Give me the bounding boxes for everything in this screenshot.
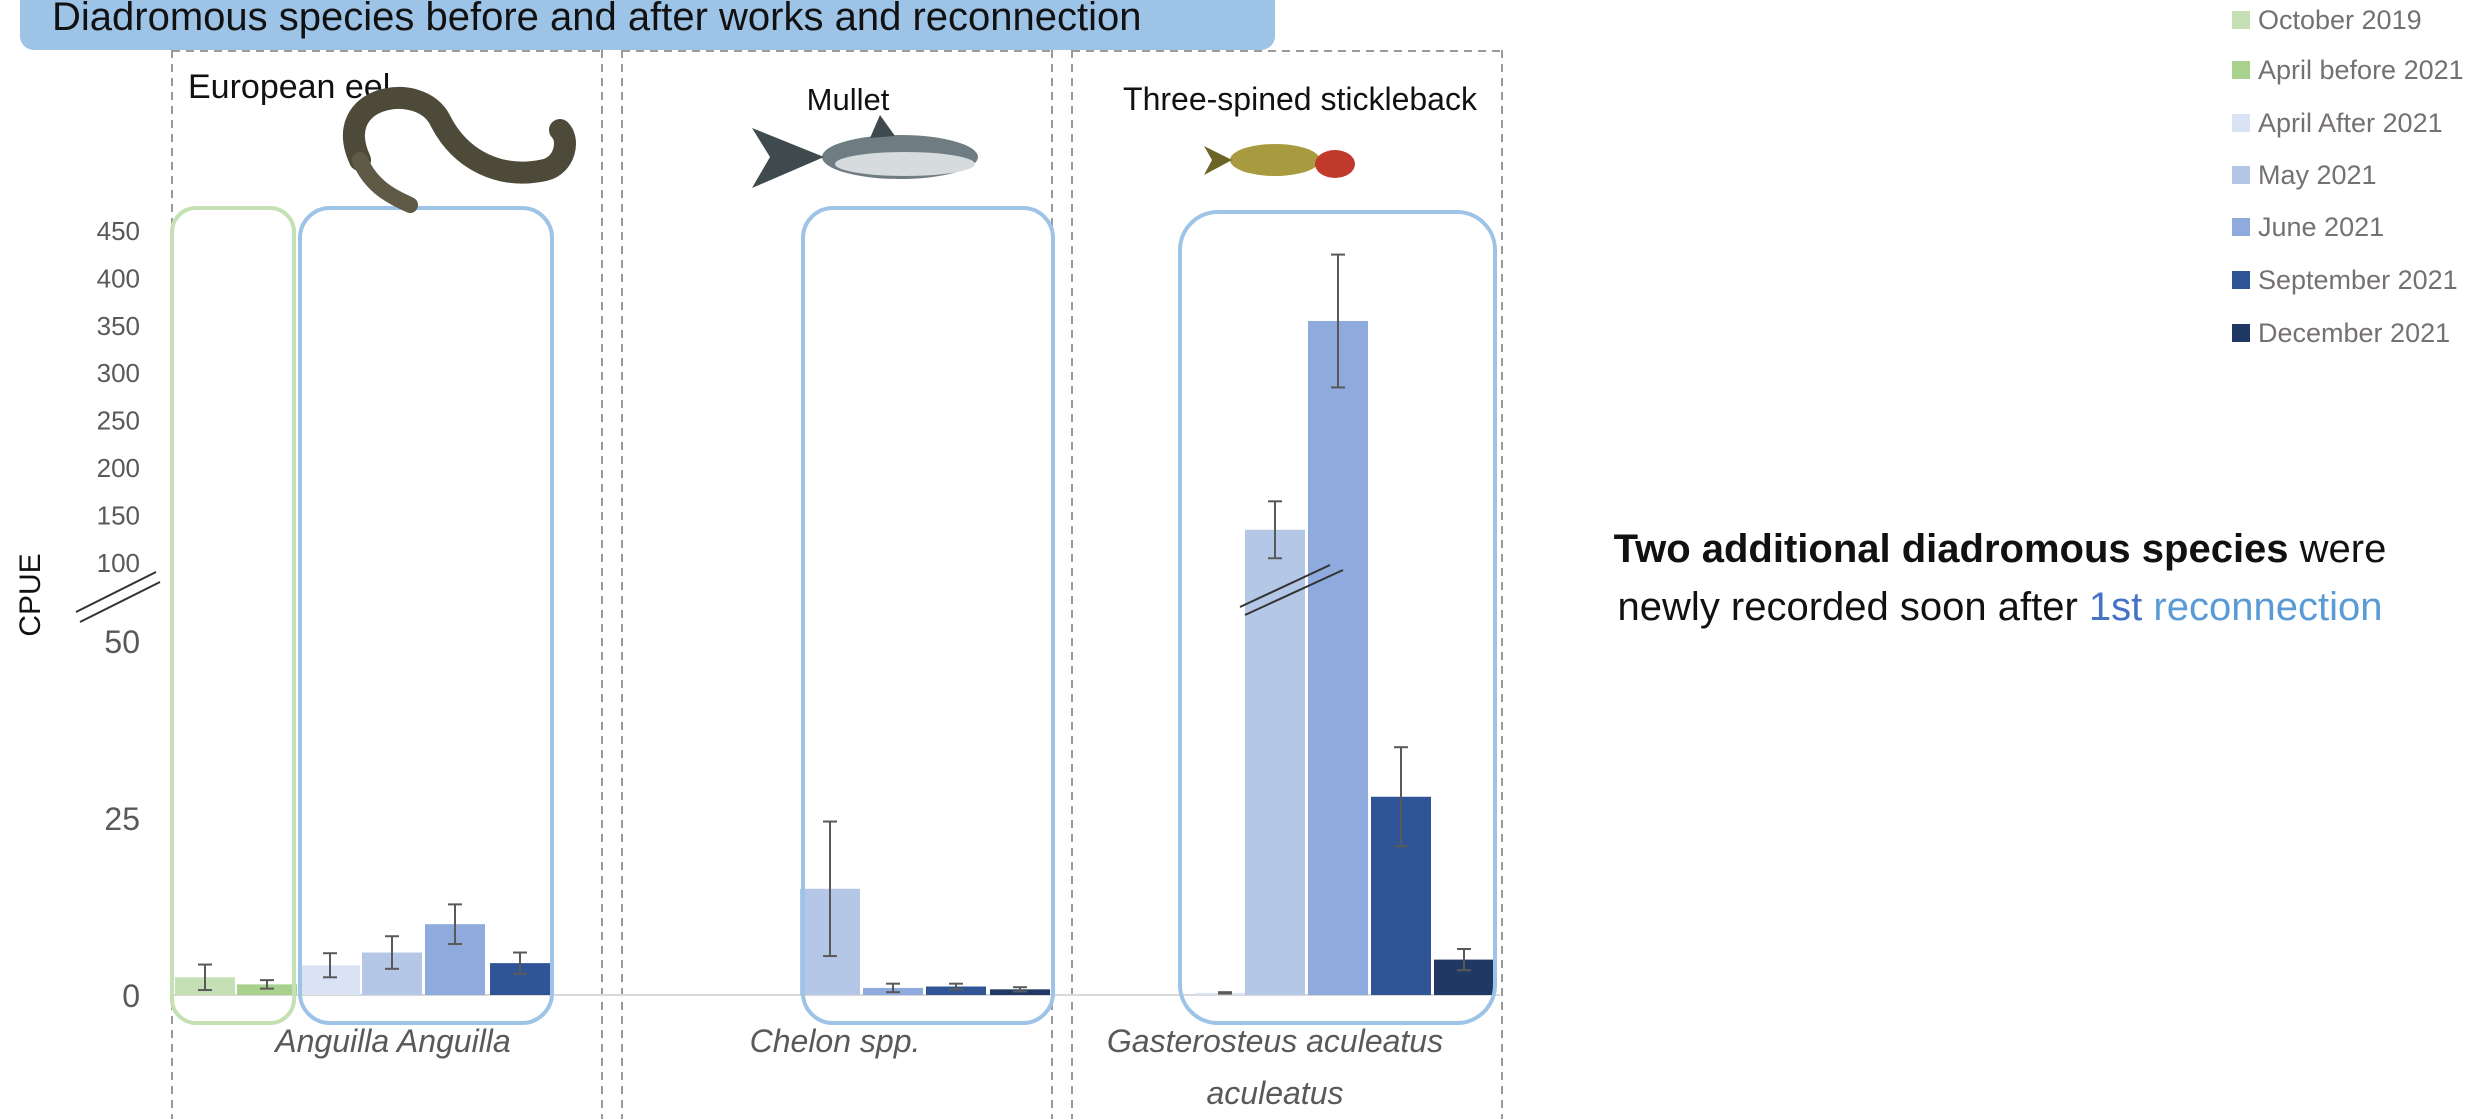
chart-canvas: 0 25 50 100 150 200 250 300 350 400 450 CPUE Europea… — [14, 50, 1503, 1119]
after-highlight-box — [801, 206, 1055, 1025]
legend-swatch — [2232, 271, 2250, 289]
chart-title: Diadromous species before and after work… — [52, 0, 1142, 39]
eel-icon-tail — [352, 152, 418, 213]
legend-swatch — [2232, 166, 2250, 184]
y-tick-label: 150 — [97, 501, 140, 531]
y-tick-label: 300 — [97, 358, 140, 388]
y-tick-label: 400 — [97, 263, 140, 293]
stickleback-icon-tail — [1204, 146, 1232, 175]
stickleback-icon — [1230, 144, 1320, 176]
y-tick-label: 100 — [97, 548, 140, 578]
species-scientific-name: Anguilla Anguilla — [273, 1023, 510, 1059]
y-tick-label: 25 — [104, 801, 140, 837]
legend-label: December 2021 — [2258, 317, 2451, 348]
species-scientific-name: Gasterosteus aculeatus aculeatus — [1107, 1023, 1443, 1111]
legend-label: April before 2021 — [2258, 54, 2464, 85]
legend-label: June 2021 — [2258, 211, 2385, 242]
mullet-icon-belly — [835, 152, 975, 176]
stickleback-icon-head — [1315, 150, 1355, 178]
mullet-icon-fin — [870, 115, 895, 138]
legend-swatch — [2232, 61, 2250, 79]
bar — [926, 986, 986, 995]
legend-swatch — [2232, 114, 2250, 132]
legend-label: September 2021 — [2258, 264, 2458, 295]
legend-swatch — [2232, 11, 2250, 29]
legend-item: May 2021 — [2232, 155, 2377, 195]
after-highlight-box — [1178, 210, 1497, 1025]
eel-icon — [343, 87, 576, 184]
after-highlight-box — [298, 206, 554, 1025]
legend-label: April After 2021 — [2258, 107, 2443, 138]
legend-label: October 2019 — [2258, 4, 2422, 35]
legend-item: September 2021 — [2232, 260, 2458, 300]
note-bold-text: Two additional diadromous species — [1613, 527, 2289, 571]
note-highlight-1: 1st — [2088, 585, 2143, 629]
chart-title-banner: Diadromous species before and after work… — [20, 0, 1275, 50]
y-tick-label: 50 — [104, 624, 140, 660]
mullet-icon-tail — [752, 128, 824, 188]
note-plain-text: were newly recorded soon after — [1617, 527, 2387, 629]
y-tick-label: 450 — [97, 216, 140, 246]
y-tick-label: 250 — [97, 406, 140, 436]
axis-break-mark — [79, 581, 161, 623]
species-scientific-name: Chelon spp. — [750, 1023, 921, 1059]
bar — [1245, 529, 1305, 995]
note-highlight-2: reconnection — [2153, 585, 2383, 629]
legend-label: May 2021 — [2258, 159, 2377, 190]
legend-item: April After 2021 — [2232, 103, 2443, 143]
axis-break-mark — [75, 571, 157, 613]
legend-item: June 2021 — [2232, 207, 2384, 247]
bar-break-mark — [1244, 569, 1344, 616]
bar-break-mark — [1239, 564, 1331, 608]
bar — [1308, 321, 1368, 995]
species-common-name: European eel — [188, 68, 390, 106]
legend-item: December 2021 — [2232, 313, 2450, 353]
bar — [237, 984, 297, 995]
y-tick-label: 350 — [97, 311, 140, 341]
legend-item: October 2019 — [2232, 0, 2422, 40]
y-axis-label: CPUE — [14, 553, 47, 636]
species-common-name: Mullet — [807, 82, 890, 117]
legend-item: April before 2021 — [2232, 50, 2464, 90]
y-tick-label: 0 — [122, 978, 140, 1014]
legend-swatch — [2232, 218, 2250, 236]
species-common-name: Three-spined stickleback — [1123, 81, 1478, 117]
before-highlight-box — [170, 206, 296, 1025]
legend-swatch — [2232, 324, 2250, 342]
annotation-note: Two additional diadromous species were n… — [1560, 520, 2440, 636]
y-tick-label: 200 — [97, 453, 140, 483]
